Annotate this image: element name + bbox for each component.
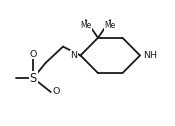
Text: Me: Me	[105, 21, 116, 30]
Text: O: O	[53, 87, 60, 97]
Text: S: S	[30, 72, 37, 85]
Text: N: N	[70, 51, 77, 60]
Text: O: O	[30, 50, 37, 59]
Text: NH: NH	[143, 51, 157, 60]
Text: Me: Me	[80, 21, 91, 30]
